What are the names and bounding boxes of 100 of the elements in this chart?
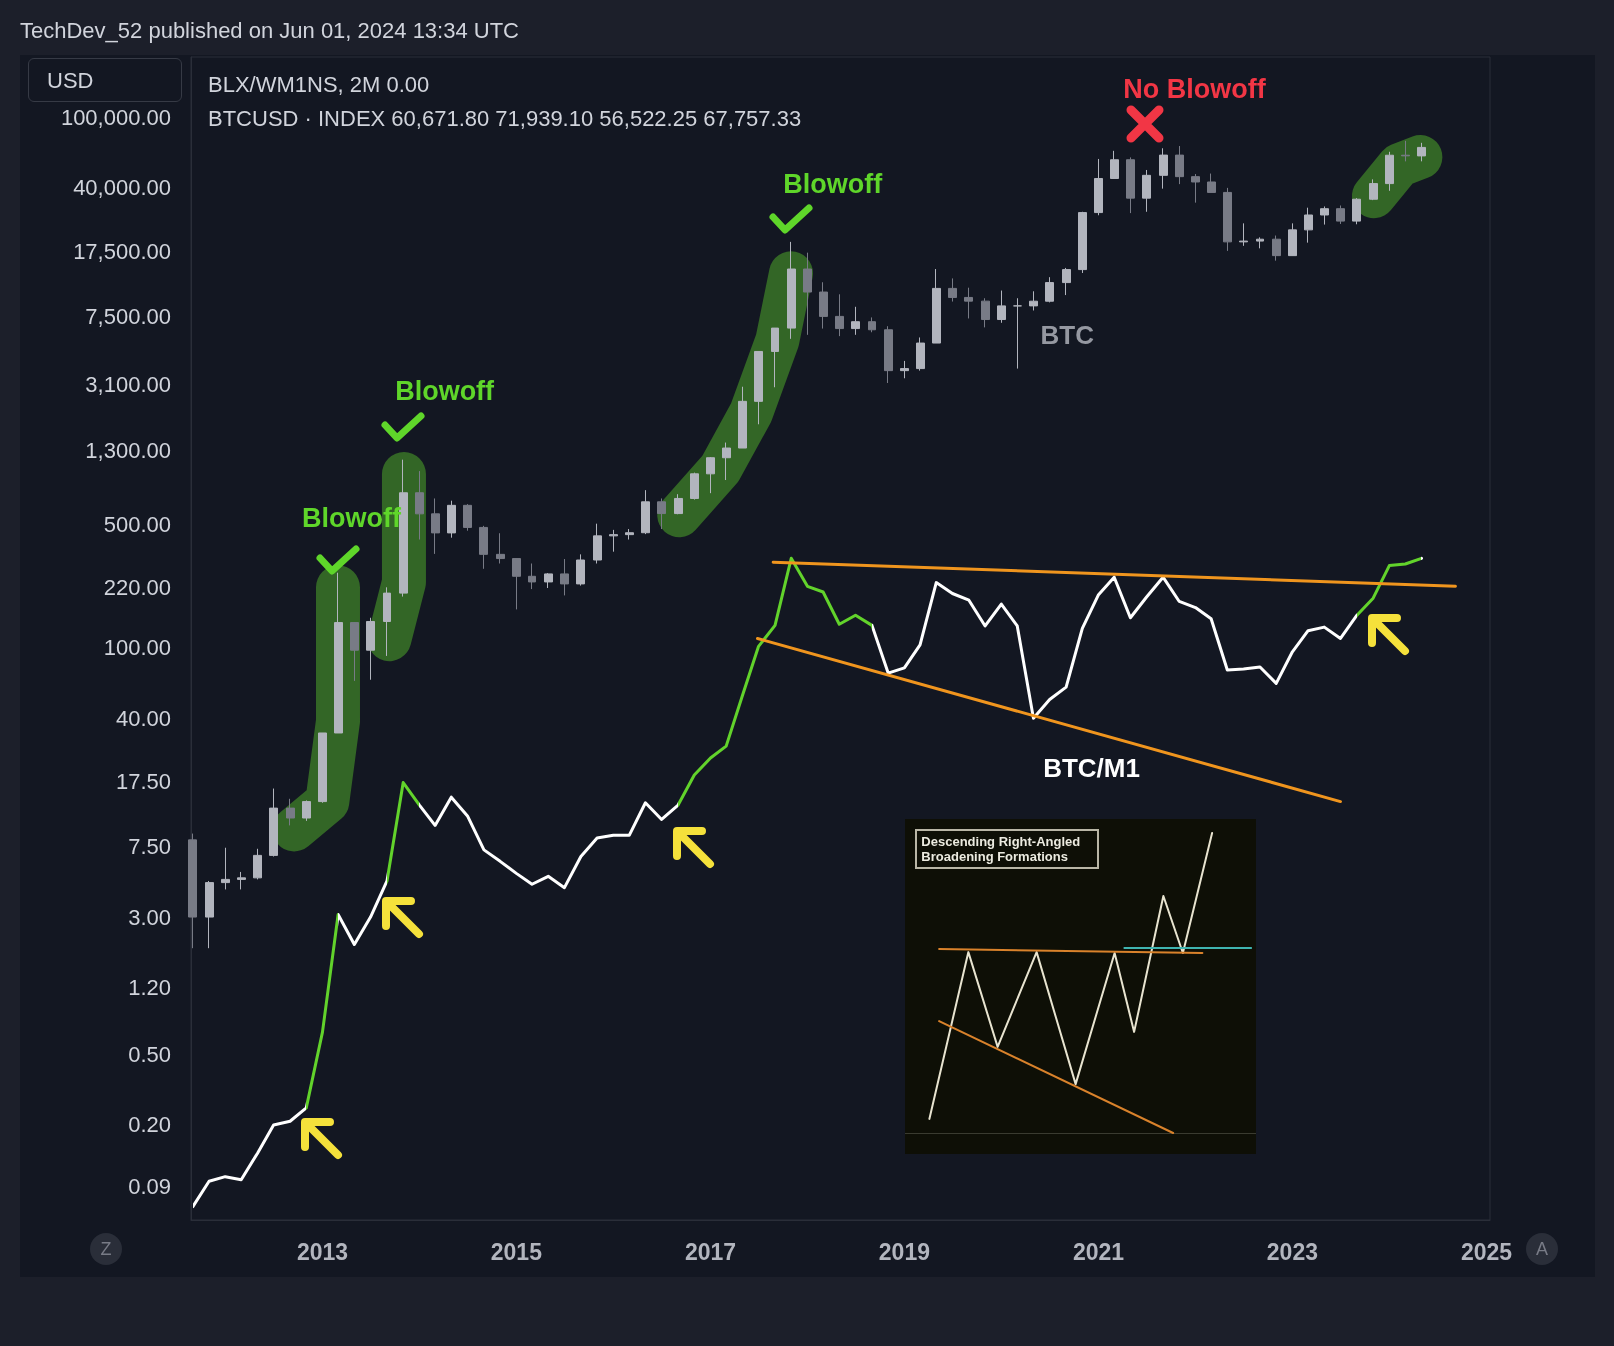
annotation: Blowoff	[395, 375, 495, 407]
x-tick-label: 2025	[1460, 1238, 1513, 1265]
candlestick	[1142, 169, 1151, 213]
candlestick	[1078, 211, 1087, 274]
candlestick	[690, 472, 699, 501]
candlestick	[1223, 187, 1232, 252]
candlestick	[625, 528, 634, 541]
y-tick-label: 1,300.00	[85, 438, 171, 464]
y-tick-label: 3.00	[128, 904, 171, 930]
candlestick	[576, 553, 585, 587]
y-tick-label: 220.00	[103, 574, 171, 600]
candlestick	[1110, 150, 1119, 180]
y-tick-label: 0.09	[128, 1173, 171, 1199]
candlestick	[674, 493, 683, 515]
candlestick	[1352, 197, 1361, 225]
candlestick	[1126, 156, 1135, 214]
candlestick	[1320, 205, 1329, 226]
candlestick	[1336, 204, 1345, 225]
y-tick-label: 0.50	[128, 1042, 171, 1068]
x-tick-label: 2015	[490, 1238, 543, 1265]
candlestick	[431, 497, 440, 555]
text: Descending Right-Angled Broadening Formations	[915, 828, 1100, 869]
annotation: Blowoff	[783, 168, 883, 200]
candlestick	[544, 572, 553, 589]
candlestick	[771, 327, 779, 388]
candlestick	[1369, 178, 1378, 201]
candlestick	[787, 241, 796, 340]
candlestick	[560, 558, 569, 596]
candlestick	[366, 617, 375, 681]
candlestick	[1304, 207, 1313, 244]
candlestick	[981, 297, 990, 328]
candlestick	[1191, 173, 1200, 204]
candlestick	[851, 306, 860, 336]
candlestick	[237, 871, 246, 890]
candlestick	[900, 360, 909, 379]
candlestick	[1062, 267, 1071, 296]
candlestick	[188, 833, 197, 949]
candlestick	[479, 525, 488, 570]
candlestick	[1256, 236, 1264, 249]
candlestick	[286, 798, 295, 826]
candlestick	[496, 532, 505, 565]
candlestick	[318, 732, 327, 804]
candlestick	[1094, 158, 1103, 216]
line-series	[191, 556, 1423, 1209]
candlestick	[383, 586, 391, 657]
candlestick	[641, 489, 650, 535]
candlestick	[609, 529, 618, 553]
x-tick-label: 2019	[878, 1238, 930, 1265]
candlestick	[738, 386, 747, 449]
candlestick	[334, 572, 343, 734]
candlestick	[1288, 222, 1297, 257]
candlestick	[754, 350, 763, 425]
y-tick-label: 7.50	[128, 834, 171, 860]
annotation: No Blowoff	[1123, 73, 1266, 105]
y-tick-label: 7,500.00	[85, 303, 171, 329]
candlestick	[593, 523, 602, 565]
candlestick	[253, 848, 262, 880]
candlestick	[1013, 297, 1022, 370]
candlestick	[1175, 145, 1184, 185]
candlestick	[657, 497, 666, 530]
y-tick-label: 17.50	[115, 769, 171, 795]
candlestick	[916, 336, 925, 372]
x-tick-label: 2023	[1266, 1238, 1318, 1265]
candlestick	[528, 563, 536, 590]
y-tick-label: 17,500.00	[73, 238, 171, 264]
candlestick	[1045, 276, 1054, 303]
candlestick	[205, 880, 214, 949]
y-tick-label: 3,100.00	[85, 371, 171, 397]
candlestick	[1385, 151, 1394, 192]
annotation: BTCUSD · INDEX 60,671.80 71,939.10 56,522.25 67,757.33	[208, 106, 802, 132]
candlestick	[997, 290, 1006, 324]
text: A	[1526, 1233, 1558, 1265]
text: Z	[90, 1233, 122, 1265]
candlestick	[868, 316, 876, 333]
candlestick	[415, 470, 424, 541]
candlestick	[964, 287, 973, 319]
candlestick	[1401, 140, 1410, 162]
y-tick-label: 100,000.00	[60, 105, 171, 131]
x-tick-label: 2021	[1072, 1238, 1125, 1265]
candlestick	[350, 621, 359, 682]
candlestick	[269, 788, 278, 858]
chart-title: TechDev_52 published on Jun 01, 2024 13:34 UTC	[20, 18, 520, 44]
candlestick	[706, 456, 715, 494]
series-label: BTC/M1	[1043, 752, 1140, 784]
annotation: BLX/WM1NS, 2M 0.00	[208, 72, 430, 98]
candlestick	[932, 268, 941, 344]
candlestick	[1207, 173, 1216, 194]
x-tick-label: 2013	[296, 1238, 349, 1265]
candlestick	[447, 500, 456, 539]
candlestick	[722, 442, 731, 481]
candlestick	[302, 799, 311, 822]
y-tick-label: 1.20	[128, 974, 171, 1000]
y-tick-label: 100.00	[103, 635, 171, 661]
candlestick	[948, 277, 957, 303]
candlestick	[1239, 222, 1248, 247]
candlestick	[1159, 147, 1168, 190]
y-tick-label: 40,000.00	[73, 175, 171, 201]
x-tick-label: 2017	[684, 1238, 737, 1265]
y-tick-label: 0.20	[128, 1112, 171, 1138]
candlestick	[819, 281, 828, 330]
